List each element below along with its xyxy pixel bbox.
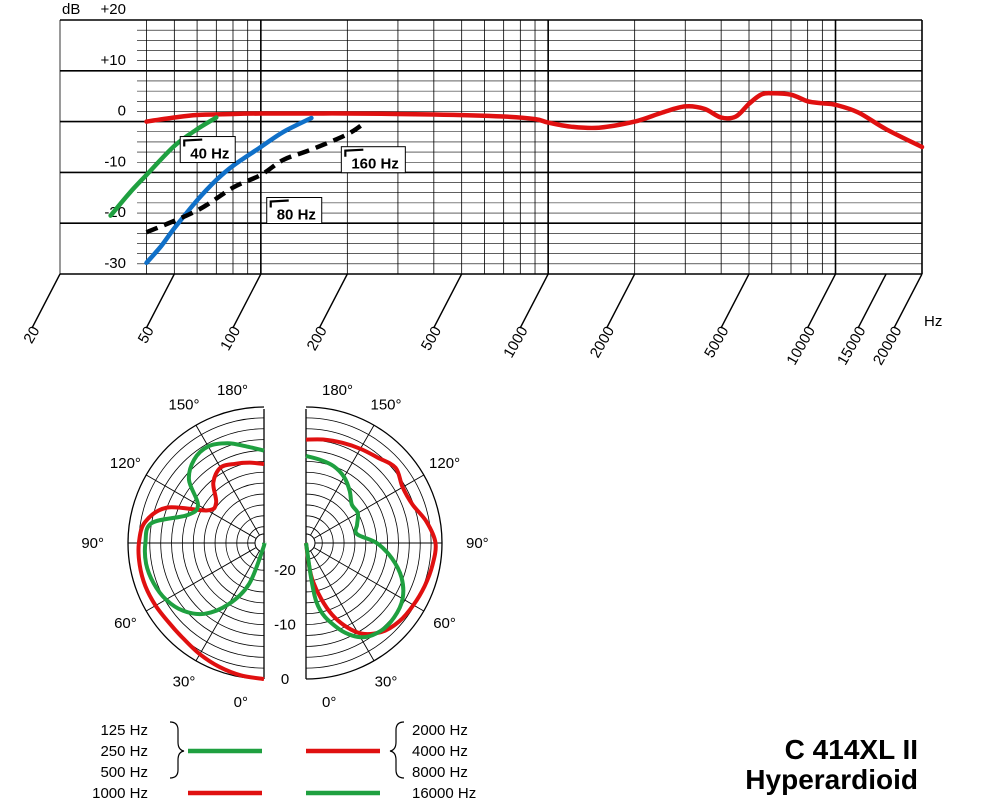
fr-xtick-0: 20 bbox=[20, 324, 43, 347]
fr-xtick-mark-7 bbox=[720, 273, 750, 329]
polar-angle-left-0: 0° bbox=[234, 694, 248, 711]
legend-left-label-0: 125 Hz bbox=[100, 722, 148, 739]
legend-right-label-0: 2000 Hz bbox=[412, 722, 468, 739]
polar-spoke-left-150 bbox=[195, 424, 260, 536]
polar-spoke-right-60 bbox=[313, 547, 425, 612]
fr-xtick-mark-1 bbox=[145, 273, 175, 329]
fr-xtick-mark-5 bbox=[519, 273, 549, 329]
polar-grid bbox=[127, 406, 443, 680]
fr-xtick-mark-10 bbox=[893, 273, 923, 329]
fr-ytick-2: 0 bbox=[118, 103, 126, 120]
legend-right-label-2: 8000 Hz bbox=[412, 764, 468, 781]
polar-angle-left-60: 60° bbox=[114, 615, 137, 632]
fr-xtick-3: 200 bbox=[304, 324, 331, 354]
fr-annotations: 40 Hz 80 Hz 160 Hz bbox=[179, 136, 406, 224]
legend-brace-right bbox=[389, 721, 405, 779]
fr-xtick-mark-8 bbox=[806, 273, 837, 329]
legend: 125 Hz 250 Hz 500 Hz 1000 Hz 2000 Hz 4000 Hz 8… bbox=[92, 721, 476, 800]
fr-ylabel: dB bbox=[62, 1, 80, 18]
legend-left-label-1: 250 Hz bbox=[100, 743, 148, 760]
fr-series bbox=[108, 90, 925, 266]
legend-left-label-2: 500 Hz bbox=[100, 764, 148, 781]
polar-angle-right-150: 150° bbox=[370, 396, 401, 413]
polar-spoke-left-120 bbox=[145, 474, 257, 539]
polar-angle-left-180: 180° bbox=[217, 382, 248, 399]
fr-annotation-label-2: 160 Hz bbox=[351, 156, 399, 173]
fr-ytick-5: -30 bbox=[104, 255, 126, 272]
fr-xtick-mark-0 bbox=[31, 273, 61, 329]
fr-annotation-label-0: 40 Hz bbox=[190, 146, 229, 163]
fr-annotation-glyph-1 bbox=[269, 199, 289, 208]
fr-ytick-3: -10 bbox=[104, 153, 126, 170]
fr-annotation-glyph-2 bbox=[344, 148, 364, 157]
fr-grid bbox=[59, 19, 923, 275]
polar-left-series-1 bbox=[142, 441, 267, 617]
polar-spoke-left-60 bbox=[145, 547, 257, 612]
fr-series-black-160hz bbox=[145, 120, 367, 235]
polar-spoke-right-150 bbox=[310, 424, 375, 536]
polar-spoke-right-30 bbox=[310, 550, 375, 662]
fr-series-green-40hz bbox=[108, 115, 219, 218]
polar-rtick-1: -10 bbox=[274, 617, 296, 634]
fr-xtick-mark-3 bbox=[318, 273, 348, 329]
legend-left-label-3: 1000 Hz bbox=[92, 785, 148, 800]
fr-xtick-10: 20000 bbox=[870, 324, 906, 369]
polar-pattern-chart: 0° 30° 60° 90° 120° 150° 180° 0° 30° 60° 90° 120° 15… bbox=[81, 382, 488, 711]
polar-angle-right-180: 180° bbox=[322, 382, 353, 399]
polar-angle-left-120: 120° bbox=[110, 455, 141, 472]
polar-angle-right-30: 30° bbox=[375, 674, 398, 691]
fr-ytick-0: +20 bbox=[101, 1, 126, 18]
polar-angle-left-150: 150° bbox=[168, 396, 199, 413]
polar-angle-right-90: 90° bbox=[466, 535, 489, 552]
polar-labels: 0° 30° 60° 90° 120° 150° 180° 0° 30° 60° 90° 120° 15… bbox=[81, 382, 488, 711]
fr-annotation-glyph-0 bbox=[183, 138, 203, 147]
polar-right-series-0 bbox=[304, 437, 438, 637]
legend-brace-left bbox=[169, 721, 185, 779]
fr-xlabel: Hz bbox=[924, 313, 942, 330]
polar-series bbox=[136, 437, 438, 681]
polar-angle-left-90: 90° bbox=[81, 535, 104, 552]
fr-xtick-2: 100 bbox=[217, 324, 244, 354]
fr-xtick-mark-9 bbox=[857, 273, 887, 329]
pattern-name: Hyperardioid bbox=[745, 764, 918, 795]
fr-series-red bbox=[144, 90, 925, 150]
polar-rtick-0: 0 bbox=[281, 671, 289, 688]
fr-xtick-7: 5000 bbox=[701, 324, 732, 361]
fr-xtick-9: 15000 bbox=[834, 324, 870, 369]
legend-right-label-3: 16000 Hz bbox=[412, 785, 476, 800]
fr-xtick-5: 1000 bbox=[500, 324, 531, 361]
legend-right-label-1: 4000 Hz bbox=[412, 743, 468, 760]
fr-ytick-1: +10 bbox=[101, 52, 126, 69]
fr-xtick-4: 500 bbox=[418, 324, 445, 354]
polar-spoke-right-120 bbox=[313, 474, 425, 539]
polar-left-series-0 bbox=[136, 460, 265, 681]
model-name: C 414XL II bbox=[784, 734, 918, 765]
fr-xtick-8: 10000 bbox=[783, 324, 819, 369]
polar-angle-right-120: 120° bbox=[429, 455, 460, 472]
polar-angle-left-30: 30° bbox=[173, 674, 196, 691]
fr-xtick-mark-6 bbox=[606, 273, 636, 329]
fr-xtick-6: 2000 bbox=[587, 324, 618, 361]
fr-series-blue-80hz bbox=[144, 115, 314, 266]
fr-xtick-mark-4 bbox=[433, 273, 463, 329]
polar-rtick-2: -20 bbox=[274, 562, 296, 579]
polar-right-series-1 bbox=[304, 454, 406, 640]
polar-angle-right-60: 60° bbox=[433, 615, 456, 632]
polar-angle-right-0: 0° bbox=[322, 694, 336, 711]
title-block: C 414XL II Hyperardioid bbox=[745, 735, 918, 795]
fr-xtick-1: 50 bbox=[135, 324, 158, 347]
fr-xtick-mark-2 bbox=[232, 273, 262, 329]
fr-annotation-label-1: 80 Hz bbox=[277, 207, 316, 224]
